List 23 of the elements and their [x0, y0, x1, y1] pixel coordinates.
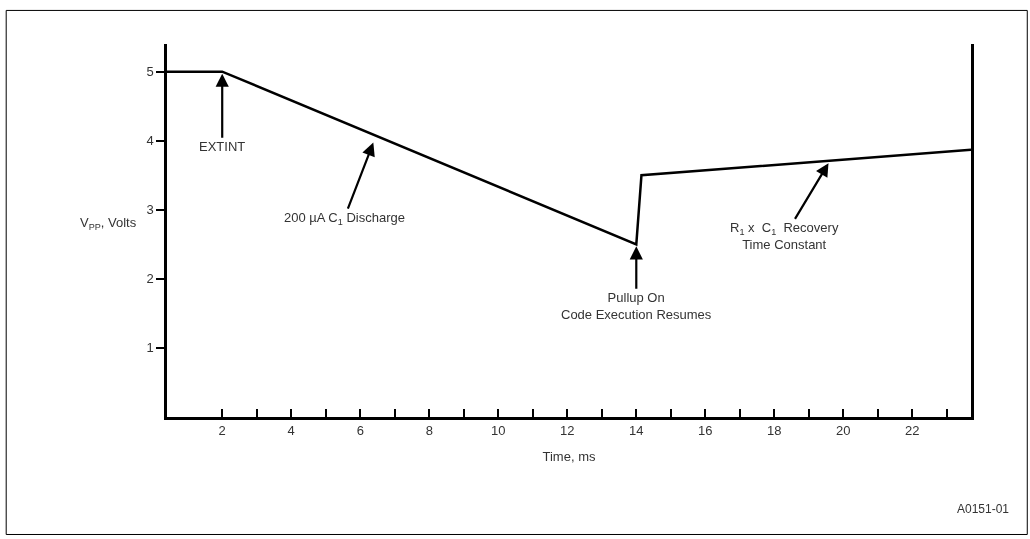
x-tick-label: 16: [698, 423, 713, 439]
x-tick-label: 4: [287, 423, 295, 439]
y-tick-label: 3: [146, 202, 154, 218]
x-axis-title: Time, ms: [542, 448, 596, 464]
y-axis-title: V$_{PP}$, Volts: [80, 215, 137, 232]
annotation: EXTINT: [199, 139, 246, 154]
x-tick-label: 14: [629, 423, 644, 439]
x-tick-label: 10: [491, 423, 506, 439]
x-tick-label: 20: [836, 423, 851, 439]
x-tick-label: 18: [767, 423, 782, 439]
annotation: Pullup On Code Execution Resumes: [561, 290, 712, 322]
y-tick-label: 5: [146, 64, 154, 80]
x-tick-label: 22: [905, 423, 920, 439]
x-tick-label: 2: [218, 423, 226, 439]
x-tick-label: 6: [356, 423, 364, 439]
y-tick-label: 2: [146, 271, 154, 287]
text: A0151-01: [957, 502, 1010, 516]
y-tick-label: 4: [146, 133, 154, 149]
x-tick-label: 12: [560, 423, 575, 439]
x-tick-label: 8: [425, 423, 433, 439]
annotation: 200 µA C$_{1}$ Discharge: [284, 210, 405, 227]
annotation: R$_{1}$ x C$_{1}$ Recovery Time Constant: [730, 220, 839, 252]
y-tick-label: 1: [146, 340, 154, 356]
